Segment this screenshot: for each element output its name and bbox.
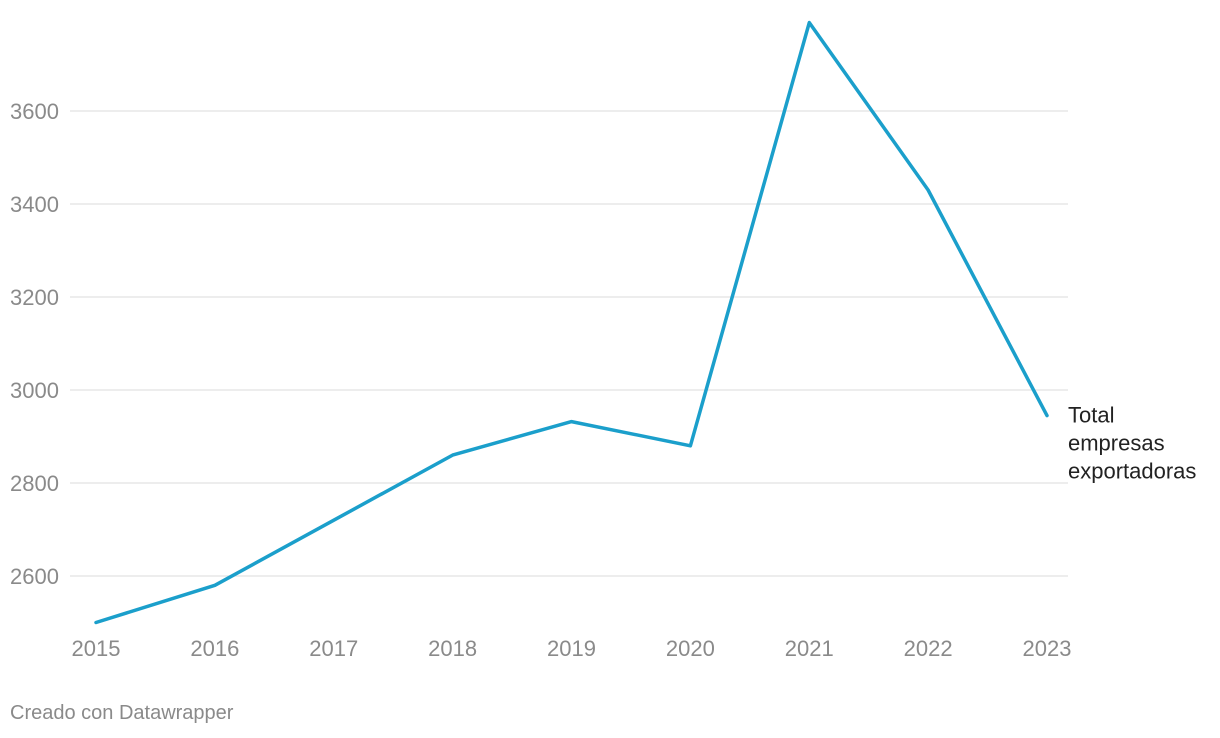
x-tick-label: 2018 [428, 636, 477, 661]
footer-credit: Creado con Datawrapper [10, 702, 234, 724]
y-tick-label: 2600 [10, 564, 59, 589]
x-tick-label: 2016 [190, 636, 239, 661]
y-tick-label: 2800 [10, 471, 59, 496]
series-lines [94, 20, 1049, 625]
gridlines [70, 110, 1068, 577]
y-tick-label: 3400 [10, 192, 59, 217]
x-tick-label: 2015 [72, 636, 121, 661]
y-tick-label: 3200 [10, 285, 59, 310]
x-tick-label: 2020 [666, 636, 715, 661]
y-tick-label: 3000 [10, 378, 59, 403]
series-labels: Total empresas exportadoras [1068, 403, 1196, 484]
x-tick-label: 2023 [1023, 636, 1072, 661]
x-tick-label: 2017 [309, 636, 358, 661]
x-tick-label: 2021 [785, 636, 834, 661]
y-tick-label: 3600 [10, 99, 59, 124]
y-axis-tick-labels: 2600 2800 3000 3200 3400 3600 [10, 99, 59, 589]
x-tick-label: 2022 [904, 636, 953, 661]
series-line [94, 20, 1049, 625]
series-label: Total empresas exportadoras [1068, 403, 1196, 484]
x-tick-label: 2019 [547, 636, 596, 661]
x-axis-tick-labels: 2015 2016 2017 2018 2019 2020 2021 2022 2023 [72, 636, 1072, 661]
